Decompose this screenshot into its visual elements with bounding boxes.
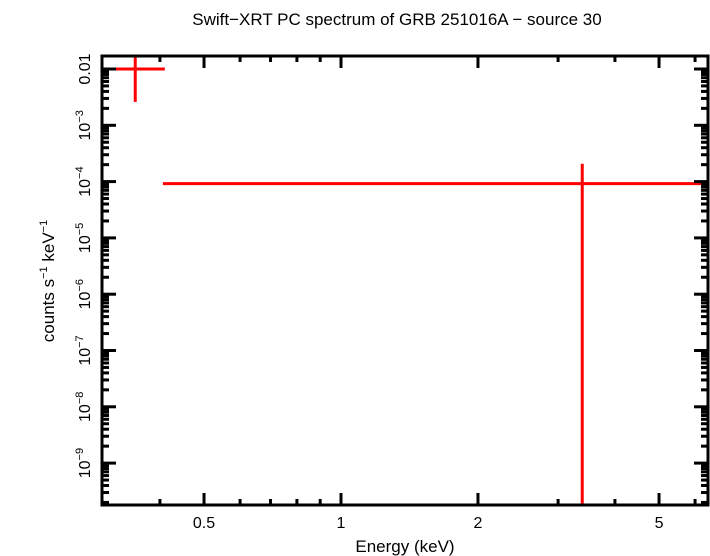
y-tick-label: 10−7 <box>74 335 94 365</box>
x-tick-label: 2 <box>474 515 483 532</box>
x-tick-label: 1 <box>337 515 346 532</box>
y-tick-label: 10−8 <box>74 392 94 422</box>
y-tick-label: 10−9 <box>74 448 94 478</box>
plot-frame <box>100 54 710 507</box>
y-tick-label: 0.01 <box>77 53 94 84</box>
y-tick-label: 10−6 <box>74 279 94 309</box>
y-tick-label: 10−5 <box>74 223 94 253</box>
x-tick-label: 0.5 <box>193 515 215 532</box>
x-tick-label: 5 <box>655 515 664 532</box>
y-axis-label: counts s−1 keV−1 <box>38 220 58 342</box>
data-point <box>103 56 165 102</box>
data-point <box>162 163 708 505</box>
x-axis-label: Energy (keV) <box>355 537 454 556</box>
chart-title: Swift−XRT PC spectrum of GRB 251016A − s… <box>192 10 601 29</box>
plot-area <box>103 56 708 505</box>
y-axis: 0.01 10−3 10−4 10−5 10−6 10−7 10−8 10−9 <box>74 53 708 504</box>
y-tick-label: 10−3 <box>74 110 94 140</box>
y-tick-label: 10−4 <box>74 166 94 196</box>
x-axis: 0.5 1 2 5 <box>158 56 697 532</box>
